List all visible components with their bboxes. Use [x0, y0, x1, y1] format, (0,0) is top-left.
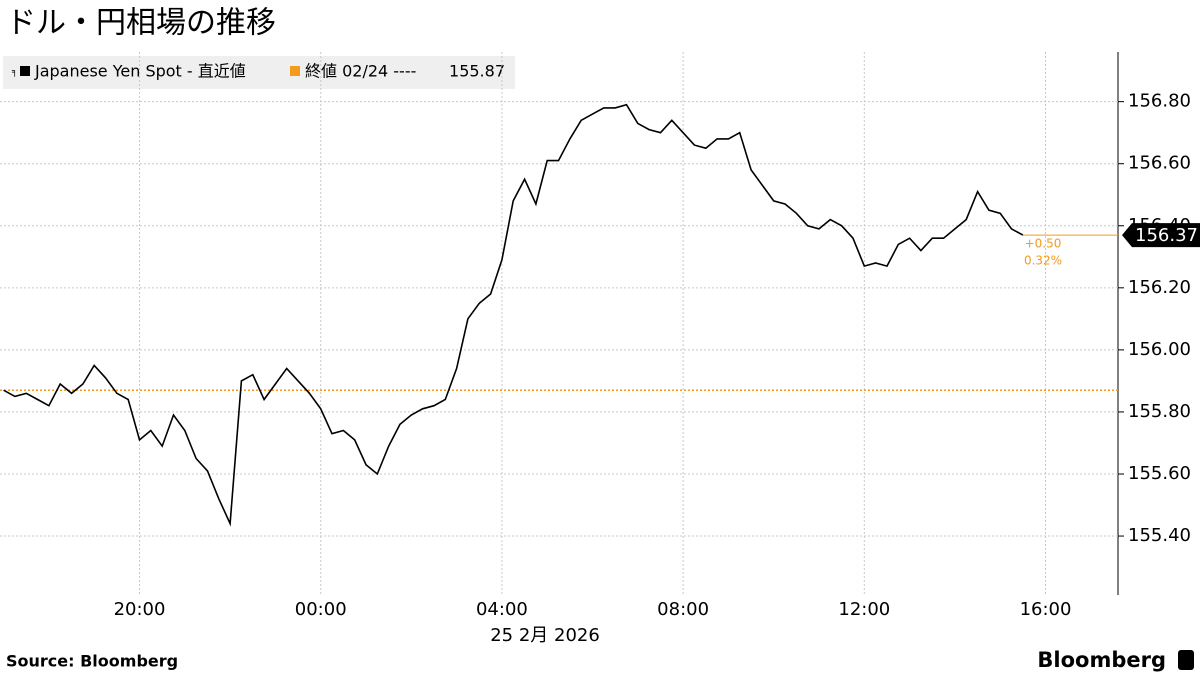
change-label: +0.50 — [1025, 237, 1062, 251]
legend-label: 終値 02/24 ---- — [305, 62, 416, 81]
x-axis-label: 25 2月 2026 — [490, 625, 600, 646]
y-tick-label: 156.60 — [1128, 153, 1191, 174]
legend-swatch — [20, 66, 30, 76]
legend-label: Japanese Yen Spot - 直近値 — [34, 62, 246, 81]
last-label: 156.37 — [1135, 225, 1198, 246]
change-label: 0.32% — [1024, 254, 1062, 268]
source: Source: Bloomberg — [6, 652, 178, 671]
y-tick-label: 156.00 — [1128, 339, 1191, 360]
y-tick-label: 155.40 — [1128, 525, 1191, 546]
y-tick-label: 155.80 — [1128, 401, 1191, 422]
y-tick-label: 156.20 — [1128, 277, 1191, 298]
legend-swatch — [290, 66, 300, 76]
price-line — [3, 103, 1024, 527]
legend-icon: ╕ — [11, 68, 17, 78]
y-tick-label: 156.80 — [1128, 91, 1191, 112]
brand-icon — [1178, 650, 1194, 670]
legend-value: 155.87 — [449, 62, 505, 81]
x-tick-label: 08:00 — [657, 599, 709, 620]
x-tick-label: 00:00 — [295, 599, 347, 620]
x-tick-label: 20:00 — [114, 599, 166, 620]
chart-title: ドル・円相場の推移 — [6, 6, 276, 41]
legend-box — [3, 56, 515, 89]
last-tag — [1122, 223, 1200, 248]
y-tick-label: 155.60 — [1128, 463, 1191, 484]
brand: Bloomberg — [1037, 648, 1166, 672]
x-tick-label: 04:00 — [476, 599, 528, 620]
x-tick-label: 12:00 — [838, 599, 890, 620]
x-tick-label: 16:00 — [1020, 599, 1072, 620]
